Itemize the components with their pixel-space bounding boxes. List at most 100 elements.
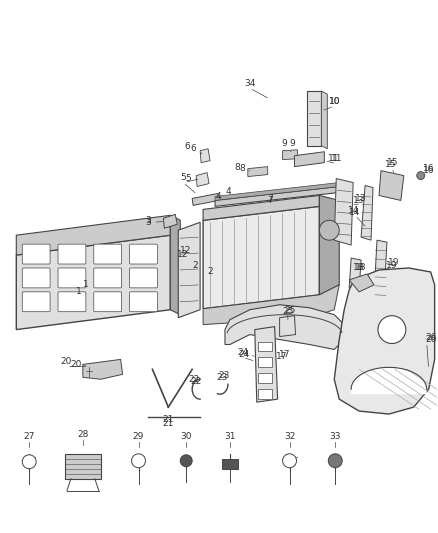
Text: 10: 10 xyxy=(328,96,340,106)
Text: 22: 22 xyxy=(188,375,200,384)
Polygon shape xyxy=(319,196,339,295)
Text: 12: 12 xyxy=(180,246,191,255)
Text: 26: 26 xyxy=(425,333,436,342)
Text: 19: 19 xyxy=(388,257,399,266)
Circle shape xyxy=(22,455,36,469)
Text: 1: 1 xyxy=(83,280,89,289)
Text: 34: 34 xyxy=(244,79,255,87)
Bar xyxy=(258,373,272,383)
Text: 26: 26 xyxy=(425,335,436,344)
Text: 28: 28 xyxy=(77,431,88,439)
Text: 15: 15 xyxy=(385,160,397,169)
Text: 6: 6 xyxy=(184,142,190,151)
Text: 27: 27 xyxy=(24,432,35,441)
Text: 16: 16 xyxy=(423,166,434,175)
Text: 4: 4 xyxy=(225,187,231,196)
Polygon shape xyxy=(196,173,209,187)
Text: 3: 3 xyxy=(145,218,151,227)
Polygon shape xyxy=(203,206,319,309)
Polygon shape xyxy=(163,214,177,228)
Text: 12: 12 xyxy=(177,249,188,259)
FancyBboxPatch shape xyxy=(58,268,86,288)
Polygon shape xyxy=(379,171,404,200)
Polygon shape xyxy=(222,459,238,469)
Text: 8: 8 xyxy=(234,163,240,172)
Text: 18: 18 xyxy=(353,263,365,272)
Polygon shape xyxy=(200,149,210,163)
FancyBboxPatch shape xyxy=(58,244,86,264)
Text: 21: 21 xyxy=(162,418,174,427)
Text: 10: 10 xyxy=(328,96,340,106)
Text: 20: 20 xyxy=(60,357,72,366)
Text: 20: 20 xyxy=(70,360,81,369)
Polygon shape xyxy=(203,285,339,325)
Text: 32: 32 xyxy=(284,432,295,441)
FancyBboxPatch shape xyxy=(130,244,157,264)
Polygon shape xyxy=(374,240,387,300)
Polygon shape xyxy=(192,193,219,205)
Circle shape xyxy=(328,454,342,468)
Circle shape xyxy=(180,455,192,467)
Text: 3: 3 xyxy=(145,216,151,225)
Text: 22: 22 xyxy=(191,377,202,386)
FancyBboxPatch shape xyxy=(130,268,157,288)
FancyBboxPatch shape xyxy=(22,244,50,264)
FancyBboxPatch shape xyxy=(130,292,157,312)
Polygon shape xyxy=(16,215,170,255)
Text: 9: 9 xyxy=(282,139,287,148)
Text: 24: 24 xyxy=(238,350,250,359)
Polygon shape xyxy=(215,187,339,206)
Polygon shape xyxy=(279,316,296,336)
Polygon shape xyxy=(225,305,344,350)
Polygon shape xyxy=(334,268,434,414)
Polygon shape xyxy=(16,235,170,329)
FancyBboxPatch shape xyxy=(94,244,122,264)
Text: 16: 16 xyxy=(423,164,434,173)
Polygon shape xyxy=(294,152,324,167)
Text: 15: 15 xyxy=(387,158,399,167)
Circle shape xyxy=(131,454,145,468)
Text: 19: 19 xyxy=(386,261,398,270)
Polygon shape xyxy=(349,274,374,292)
Text: 4: 4 xyxy=(215,192,221,201)
Polygon shape xyxy=(307,91,321,146)
Polygon shape xyxy=(83,359,123,379)
Polygon shape xyxy=(349,258,361,290)
Polygon shape xyxy=(334,179,353,245)
Text: 18: 18 xyxy=(355,263,367,272)
Polygon shape xyxy=(65,454,101,479)
Text: 11: 11 xyxy=(331,154,342,163)
Text: 2: 2 xyxy=(207,268,213,277)
Text: 17: 17 xyxy=(279,350,290,359)
Text: 13: 13 xyxy=(353,196,365,205)
Circle shape xyxy=(417,172,425,180)
Text: 23: 23 xyxy=(218,371,230,380)
Text: 7: 7 xyxy=(267,194,272,203)
FancyBboxPatch shape xyxy=(22,292,50,312)
Bar xyxy=(258,358,272,367)
Polygon shape xyxy=(178,222,200,318)
Text: 7: 7 xyxy=(267,196,272,205)
Bar xyxy=(258,389,272,399)
FancyBboxPatch shape xyxy=(94,268,122,288)
Circle shape xyxy=(283,454,297,468)
Text: 23: 23 xyxy=(216,373,228,382)
Polygon shape xyxy=(203,196,319,220)
Text: 25: 25 xyxy=(284,306,295,315)
Text: 9: 9 xyxy=(290,139,295,148)
Text: 2: 2 xyxy=(192,261,198,270)
Text: 25: 25 xyxy=(282,307,293,316)
Polygon shape xyxy=(215,182,339,200)
Text: 24: 24 xyxy=(237,348,248,357)
Polygon shape xyxy=(283,150,297,160)
Polygon shape xyxy=(248,167,268,176)
Text: 5: 5 xyxy=(180,173,186,182)
Text: 8: 8 xyxy=(239,164,245,173)
Polygon shape xyxy=(321,91,327,149)
FancyBboxPatch shape xyxy=(94,292,122,312)
Text: 5: 5 xyxy=(185,174,191,183)
FancyBboxPatch shape xyxy=(58,292,86,312)
Text: 11: 11 xyxy=(328,154,339,163)
Polygon shape xyxy=(361,185,373,240)
Text: 30: 30 xyxy=(180,432,192,441)
